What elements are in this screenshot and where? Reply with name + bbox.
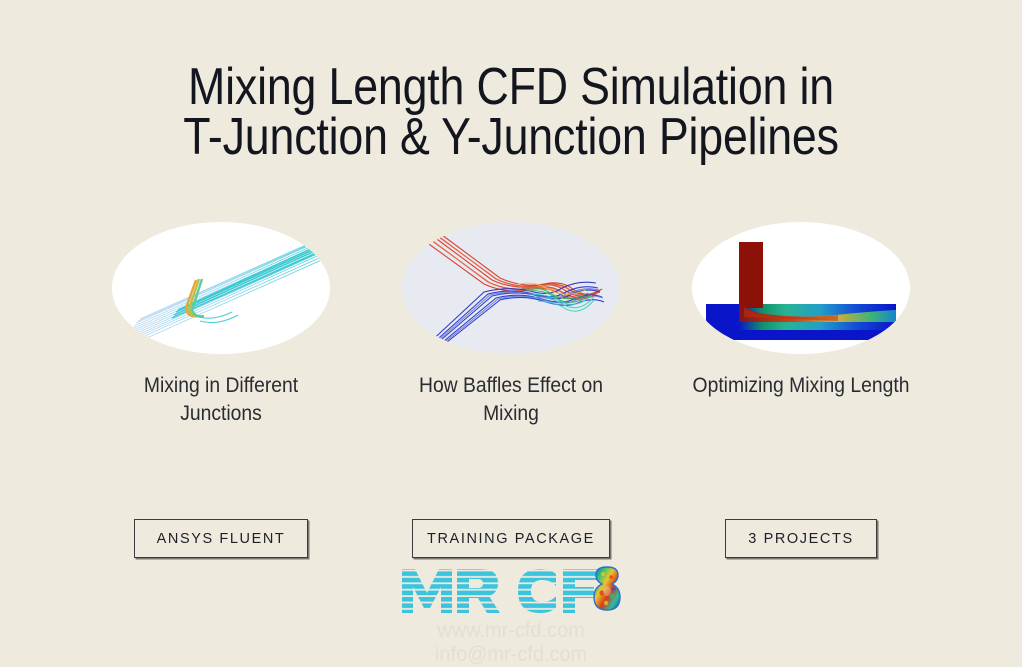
mr-cfd-logo-icon xyxy=(400,565,622,617)
page-title: Mixing Length CFD Simulation in T-Juncti… xyxy=(0,58,1022,166)
badge-row: ANSYS FLUENT TRAINING PACKAGE 3 PROJECTS xyxy=(0,519,1022,558)
feature-card[interactable]: Optimizing Mixing Length xyxy=(656,222,946,400)
brand-email[interactable]: info@mr-cfd.com xyxy=(434,643,588,666)
feature-card-caption: Mixing in Different Junctions xyxy=(143,374,299,425)
feature-cards: Mixing in Different Junctions xyxy=(0,222,1022,428)
badge-slot: 3 PROJECTS xyxy=(656,519,946,558)
brand-website[interactable]: www.mr-cfd.com xyxy=(437,619,585,642)
page-title-line-2: T-Junction & Y-Junction Pipelines xyxy=(183,108,839,166)
cfd-streamlines-pipe-junction-thumbnail xyxy=(112,222,330,354)
feature-card[interactable]: How Baffles Effect on Mixing xyxy=(366,222,656,428)
feature-card[interactable]: Mixing in Different Junctions xyxy=(76,222,366,428)
page-title-line-1: Mixing Length CFD Simulation in xyxy=(188,58,834,116)
badge-3-projects[interactable]: 3 PROJECTS xyxy=(725,519,877,558)
brand-logo-block: www.mr-cfd.com info@mr-cfd.com xyxy=(0,565,1022,667)
feature-card-caption: How Baffles Effect on Mixing xyxy=(418,374,603,425)
badge-slot: ANSYS FLUENT xyxy=(76,519,366,558)
brand-contact: www.mr-cfd.com info@mr-cfd.com xyxy=(435,619,587,667)
badge-slot: TRAINING PACKAGE xyxy=(366,519,656,558)
feature-card-caption: Optimizing Mixing Length xyxy=(692,374,910,397)
cfd-contour-t-junction-thumbnail xyxy=(692,222,910,354)
cfd-streamlines-y-junction-baffles-thumbnail xyxy=(402,222,620,354)
badge-ansys-fluent[interactable]: ANSYS FLUENT xyxy=(133,519,309,558)
badge-training-package[interactable]: TRAINING PACKAGE xyxy=(412,519,610,558)
